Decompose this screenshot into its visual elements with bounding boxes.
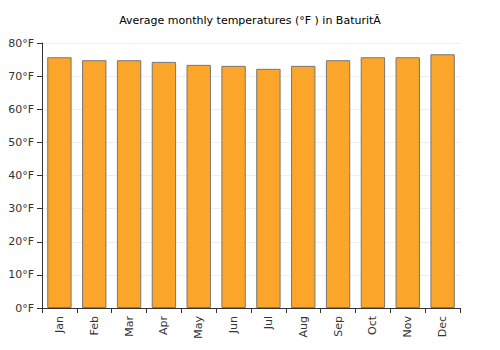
svg-text:30°F: 30°F [8,202,34,215]
svg-text:Nov: Nov [401,316,414,338]
svg-text:40°F: 40°F [8,169,34,182]
svg-text:50°F: 50°F [8,136,34,149]
svg-text:Aug: Aug [297,316,310,337]
svg-text:Jun: Jun [227,316,240,334]
svg-text:Average monthly temperatures (: Average monthly temperatures (°F ) in Ba… [119,14,381,27]
svg-text:Apr: Apr [157,316,170,336]
svg-text:Sep: Sep [332,316,345,337]
svg-text:Dec: Dec [436,316,449,337]
svg-text:0°F: 0°F [15,302,34,315]
svg-text:70°F: 70°F [8,70,34,83]
svg-text:20°F: 20°F [8,235,34,248]
svg-text:May: May [192,316,205,339]
svg-text:Feb: Feb [88,316,101,335]
svg-text:Jul: Jul [262,316,275,330]
svg-text:80°F: 80°F [8,37,34,50]
svg-text:10°F: 10°F [8,268,34,281]
svg-text:60°F: 60°F [8,103,34,116]
svg-text:Oct: Oct [366,315,379,335]
svg-text:Mar: Mar [123,316,136,337]
svg-text:Jan: Jan [53,316,66,334]
